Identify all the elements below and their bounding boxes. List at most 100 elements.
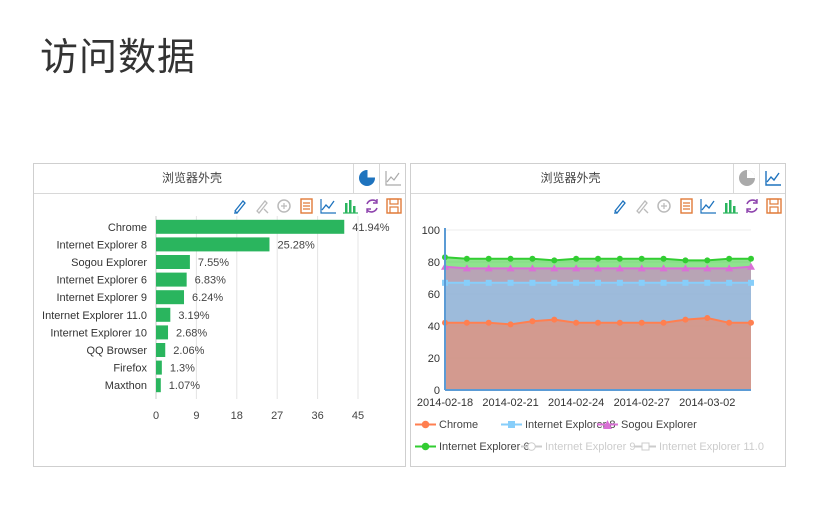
data-point[interactable]	[682, 279, 689, 286]
legend-label: Internet Explorer 8	[525, 419, 616, 431]
x-tick-label: 2014-02-27	[614, 397, 670, 409]
category-label: Sogou Explorer	[71, 257, 147, 269]
bar[interactable]	[156, 237, 270, 252]
clear-icon	[657, 199, 671, 213]
data-point[interactable]	[638, 255, 645, 262]
data-point[interactable]	[616, 255, 623, 262]
data-point[interactable]	[726, 319, 733, 326]
data-point[interactable]	[573, 279, 580, 286]
data-point[interactable]	[638, 279, 645, 286]
data-point[interactable]	[748, 279, 754, 286]
data-point[interactable]	[529, 318, 536, 325]
y-tick-label: 0	[434, 385, 440, 397]
data-point[interactable]	[506, 264, 515, 272]
line-switch-tool-button[interactable]	[699, 197, 717, 215]
data-point[interactable]	[529, 279, 536, 286]
data-point[interactable]	[551, 257, 558, 264]
data-point[interactable]	[594, 264, 602, 272]
pie-view-button[interactable]	[353, 164, 379, 193]
data-view-tool-button[interactable]	[297, 197, 315, 215]
data-point[interactable]	[463, 319, 470, 326]
bar[interactable]	[156, 378, 161, 393]
data-point[interactable]	[463, 279, 470, 286]
data-point[interactable]	[748, 319, 754, 326]
data-point[interactable]	[507, 279, 514, 286]
data-point[interactable]	[616, 319, 623, 326]
restore-tool-button[interactable]	[363, 197, 381, 215]
clear-tool-button[interactable]	[275, 197, 293, 215]
data-point[interactable]	[615, 264, 624, 272]
data-point[interactable]	[704, 279, 711, 286]
data-point[interactable]	[704, 257, 711, 264]
data-point[interactable]	[682, 257, 689, 264]
data-point[interactable]	[638, 319, 645, 326]
data-point[interactable]	[529, 255, 536, 262]
data-point[interactable]	[595, 319, 601, 326]
data-point[interactable]	[551, 316, 558, 323]
data-point[interactable]	[507, 321, 514, 328]
bar[interactable]	[156, 360, 162, 375]
data-point[interactable]	[726, 279, 733, 286]
data-point[interactable]	[572, 264, 581, 272]
save-image-tool-button[interactable]	[765, 197, 783, 215]
data-point[interactable]	[726, 255, 733, 262]
bar-switch-tool-button[interactable]	[341, 197, 359, 215]
bar[interactable]	[156, 343, 166, 357]
data-point[interactable]	[704, 315, 711, 321]
data-point[interactable]	[637, 264, 646, 272]
data-point[interactable]	[462, 264, 471, 272]
data-point[interactable]	[660, 255, 667, 262]
data-point[interactable]	[595, 255, 601, 262]
data-point[interactable]	[660, 279, 667, 286]
data-point[interactable]	[703, 264, 712, 272]
data-point[interactable]	[573, 255, 580, 262]
clear-tool-button[interactable]	[655, 197, 673, 215]
save-image-tool-button[interactable]	[385, 197, 403, 215]
restore-tool-button[interactable]	[743, 197, 761, 215]
legend-marker-icon	[415, 420, 436, 429]
data-point[interactable]	[747, 262, 755, 270]
series-area	[445, 318, 751, 390]
data-point[interactable]	[528, 264, 537, 272]
data-point[interactable]	[616, 279, 623, 286]
data-label: 2.06%	[173, 345, 204, 357]
bar-switch-tool-button[interactable]	[721, 197, 739, 215]
bar-switch-icon	[343, 200, 358, 214]
legend-label: Chrome	[439, 419, 479, 431]
data-point[interactable]	[485, 255, 492, 262]
data-point[interactable]	[660, 319, 667, 326]
data-point[interactable]	[485, 319, 492, 326]
data-point[interactable]	[748, 255, 754, 262]
data-point[interactable]	[463, 255, 470, 262]
data-point[interactable]	[725, 264, 734, 272]
data-point[interactable]	[551, 279, 558, 286]
data-point[interactable]	[573, 319, 580, 326]
data-point[interactable]	[550, 264, 559, 272]
pie-view-button[interactable]	[733, 164, 759, 193]
erase-mark-tool-button[interactable]	[253, 197, 271, 215]
line-view-button[interactable]	[759, 164, 785, 193]
bar[interactable]	[156, 290, 185, 305]
bar[interactable]	[156, 219, 345, 234]
data-point[interactable]	[485, 279, 492, 286]
page-title: 访问数据	[40, 35, 197, 79]
bar[interactable]	[156, 272, 187, 287]
category-label: Internet Explorer 9	[57, 292, 148, 304]
line-switch-tool-button[interactable]	[319, 197, 337, 215]
line-view-button[interactable]	[379, 164, 405, 193]
data-point[interactable]	[484, 264, 493, 272]
data-point[interactable]	[507, 255, 514, 262]
bar[interactable]	[156, 307, 171, 322]
data-point[interactable]	[681, 264, 690, 272]
data-view-tool-button[interactable]	[677, 197, 695, 215]
mark-tool-button[interactable]	[231, 197, 249, 215]
bar[interactable]	[156, 325, 169, 340]
data-point[interactable]	[659, 264, 668, 272]
mark-tool-button[interactable]	[611, 197, 629, 215]
bar[interactable]	[156, 255, 190, 269]
data-point[interactable]	[595, 279, 601, 286]
panel-title: 浏览器外壳	[540, 171, 601, 185]
x-tick-label: 45	[352, 410, 364, 422]
data-point[interactable]	[682, 316, 689, 323]
erase-mark-tool-button[interactable]	[633, 197, 651, 215]
